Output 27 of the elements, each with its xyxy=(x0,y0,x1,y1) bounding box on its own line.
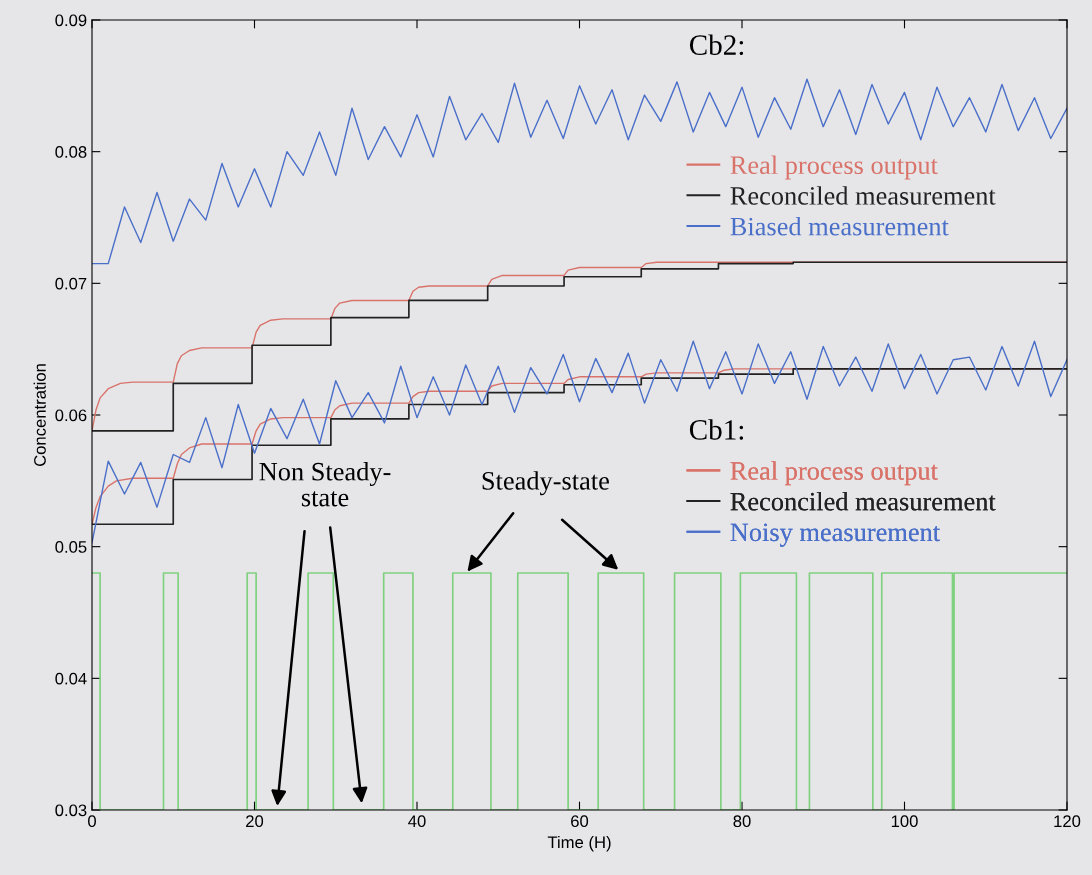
x-tick-label: 100 xyxy=(891,815,918,828)
x-tick-label: 40 xyxy=(408,815,426,828)
annotation: Cb1: xyxy=(689,419,744,440)
y-tick-label: 0.09 xyxy=(55,14,87,27)
legend-label: Biased measurement xyxy=(730,216,949,236)
annotation: Steady-state xyxy=(482,471,609,496)
y-tick-label: 0.04 xyxy=(55,672,87,685)
y-tick-label: 0.03 xyxy=(55,804,87,817)
x-tick-label: 20 xyxy=(246,815,264,828)
x-tick-label: 0 xyxy=(88,815,96,828)
legend-label: Noisy measurement xyxy=(730,523,940,547)
legend-label: Reconciled measurement xyxy=(730,491,996,511)
y-tick-label: 0.05 xyxy=(55,541,87,553)
y-tick-label: 0.06 xyxy=(55,409,87,422)
annotation: Cb2: xyxy=(689,34,744,56)
annotation: Non Steady- state xyxy=(259,462,391,507)
y-tick-label: 0.07 xyxy=(55,277,87,290)
legend-label: Real process output xyxy=(730,461,938,486)
x-tick-label: 120 xyxy=(1054,815,1081,828)
x-axis-title: Time (H) xyxy=(547,835,611,852)
y-tick-label: 0.08 xyxy=(55,146,87,158)
y-axis-title: Concentration xyxy=(33,364,46,467)
x-tick-label: 80 xyxy=(733,815,751,828)
legend-label: Reconciled measurement xyxy=(730,186,996,205)
line-series xyxy=(92,78,1067,265)
x-tick-label: 60 xyxy=(571,815,589,828)
legend-label: Real process output xyxy=(730,155,938,180)
